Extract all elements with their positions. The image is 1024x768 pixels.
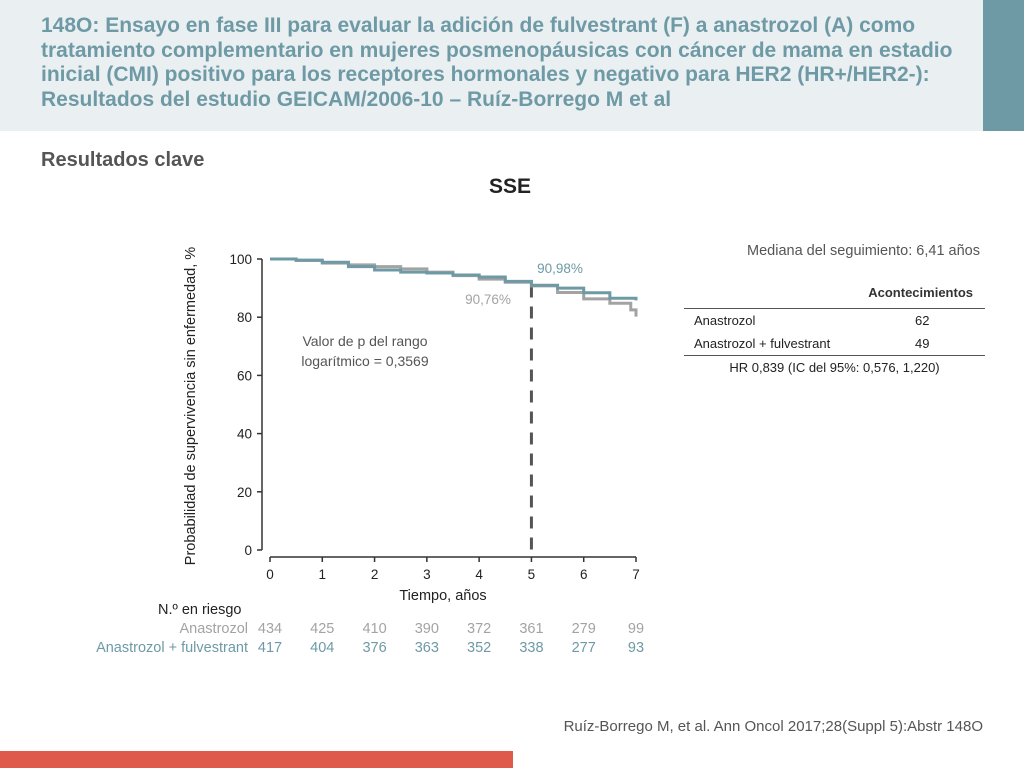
section-title: Resultados clave [41, 149, 205, 171]
x-tick-label: 3 [423, 567, 431, 582]
y-tick-label: 20 [237, 485, 252, 500]
at-risk-anastrozol: 361 [519, 621, 544, 637]
hr-row: HR 0,839 (IC del 95%: 0,576, 1,220) [684, 356, 985, 380]
events-label: Anastrozol + fulvestrant [684, 332, 915, 356]
chart-curves [270, 257, 638, 556]
hazard-ratio: HR 0,839 (IC del 95%: 0,576, 1,220) [729, 360, 940, 375]
events-row: Anastrozol 62 [684, 309, 985, 333]
pvalue-line2: logarítmico = 0,3569 [301, 353, 428, 369]
chart-title: SSE [488, 175, 532, 198]
y-tick-label: 80 [237, 310, 252, 325]
at-risk-title: N.º en riesgo [158, 602, 242, 618]
chart-labels: 90,98% 90,76% Valor de p del rango logarítm… [301, 261, 583, 369]
af-percent-label: 90,98% [537, 261, 583, 276]
header-accent-bar [983, 0, 1024, 131]
events-row: Anastrozol + fulvestrant 49 [684, 332, 985, 356]
x-tick-label: 5 [528, 567, 536, 582]
at-risk-af: 404 [310, 640, 335, 656]
citation: Ruíz-Borrego M, et al. Ann Oncol 2017;28… [563, 718, 983, 735]
events-header-row: Acontecimientos [684, 283, 985, 309]
x-tick-label: 1 [319, 567, 327, 582]
y-tick-label: 100 [229, 252, 252, 267]
at-risk-af: 376 [362, 640, 387, 656]
x-tick-label: 0 [266, 567, 274, 582]
events-value: 62 [915, 313, 930, 328]
footer-accent-bar [0, 751, 513, 768]
at-risk-af: 277 [571, 640, 596, 656]
y-axis-label: Probabilidad de supervivencia sin enferm… [183, 247, 199, 565]
at-risk-anastrozol: 434 [257, 621, 283, 637]
at-risk-label-af: Anastrozol + fulvestrant [96, 640, 248, 656]
chart-axes: 0 20 40 60 80 100 0 1 2 3 4 5 6 7 Tiempo, años Probabil… [183, 247, 640, 604]
y-tick-label: 60 [237, 368, 252, 383]
at-risk-af: 352 [467, 640, 492, 656]
x-tick-label: 2 [371, 567, 379, 582]
y-tick-label: 40 [237, 427, 252, 442]
at-risk-af: 417 [257, 640, 283, 656]
at-risk-anastrozol: 410 [362, 621, 387, 637]
followup-text: Mediana del seguimiento: 6,41 años [747, 243, 980, 259]
at-risk-anastrozol: 425 [310, 621, 335, 637]
anastrozol-percent-label: 90,76% [465, 292, 511, 307]
at-risk-label-anastrozol: Anastrozol [179, 621, 248, 637]
at-risk-af: 338 [519, 640, 544, 656]
x-tick-label: 7 [632, 567, 640, 582]
x-tick-label: 6 [580, 567, 588, 582]
at-risk-anastrozol: 372 [467, 621, 492, 637]
at-risk-anastrozol: 390 [414, 621, 439, 637]
events-table: Acontecimientos Anastrozol 62 Anastrozol… [684, 283, 985, 379]
events-header: Acontecimientos [684, 283, 985, 309]
y-tick-label: 0 [244, 543, 252, 558]
pvalue-line1: Valor de p del rango [302, 333, 427, 349]
x-axis-label: Tiempo, años [399, 588, 486, 604]
title-banner: 148O: Ensayo en fase III para evaluar la… [0, 0, 983, 131]
x-tick-label: 4 [475, 567, 483, 582]
at-risk-anastrozol: 99 [627, 621, 645, 637]
km-curve-af [270, 257, 638, 301]
events-value: 49 [915, 332, 985, 356]
events-label: Anastrozol [694, 313, 756, 328]
at-risk-af: 93 [627, 640, 645, 656]
at-risk-anastrozol: 279 [571, 621, 596, 637]
page-title: 148O: Ensayo en fase III para evaluar la… [41, 14, 953, 111]
at-risk-af: 363 [414, 640, 439, 656]
